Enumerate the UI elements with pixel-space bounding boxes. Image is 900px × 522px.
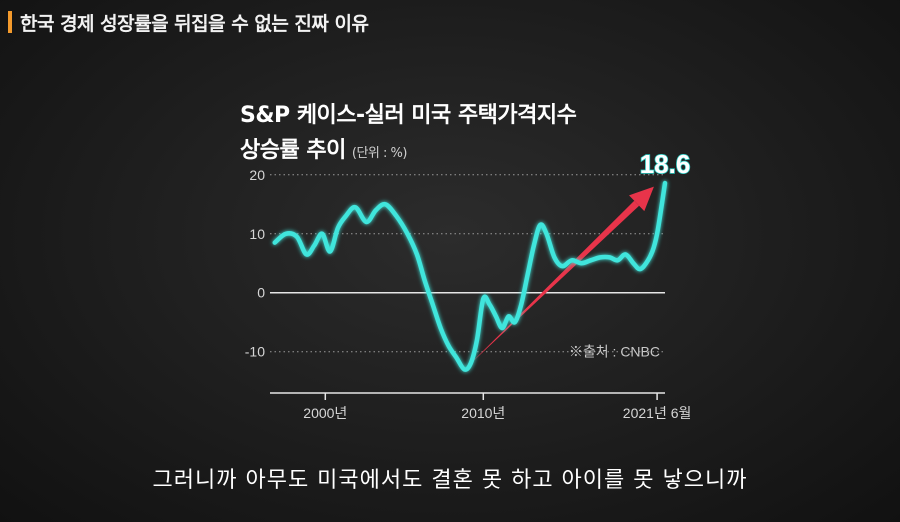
y-tick-label: -10 (245, 344, 265, 360)
x-tick-label: 2010년 (461, 405, 505, 421)
trend-arrow-shaft (467, 200, 640, 367)
title-accent-bar (8, 11, 12, 33)
chart-title: S&P 케이스-실러 미국 주택가격지수 (240, 103, 577, 128)
final-value-label: 18.6 (640, 149, 691, 179)
x-tick-label: 2000년 (303, 405, 347, 421)
x-tick-label: 2021년 6월 (623, 405, 692, 421)
trend-arrow-head (629, 186, 654, 212)
y-tick-label: 20 (249, 167, 265, 183)
subtitle-caption: 그러니까 아무도 미국에서도 결혼 못 하고 아이를 못 낳으니까 (152, 468, 748, 493)
y-tick-label: 10 (249, 226, 265, 242)
chart-subtitle-line: 상승률 추이 (단위 : %) (240, 132, 407, 164)
chart-subtitle: 상승률 추이 (240, 138, 346, 163)
video-title-bar: 한국 경제 성장률을 뒤집을 수 없는 진짜 이유 (0, 0, 900, 44)
y-tick-label: 0 (257, 285, 265, 301)
video-title: 한국 경제 성장률을 뒤집을 수 없는 진짜 이유 (20, 12, 369, 35)
chart-unit: (단위 : %) (351, 146, 408, 161)
source-note: ※출처 : CNBC (569, 344, 660, 360)
series-line (272, 180, 668, 372)
